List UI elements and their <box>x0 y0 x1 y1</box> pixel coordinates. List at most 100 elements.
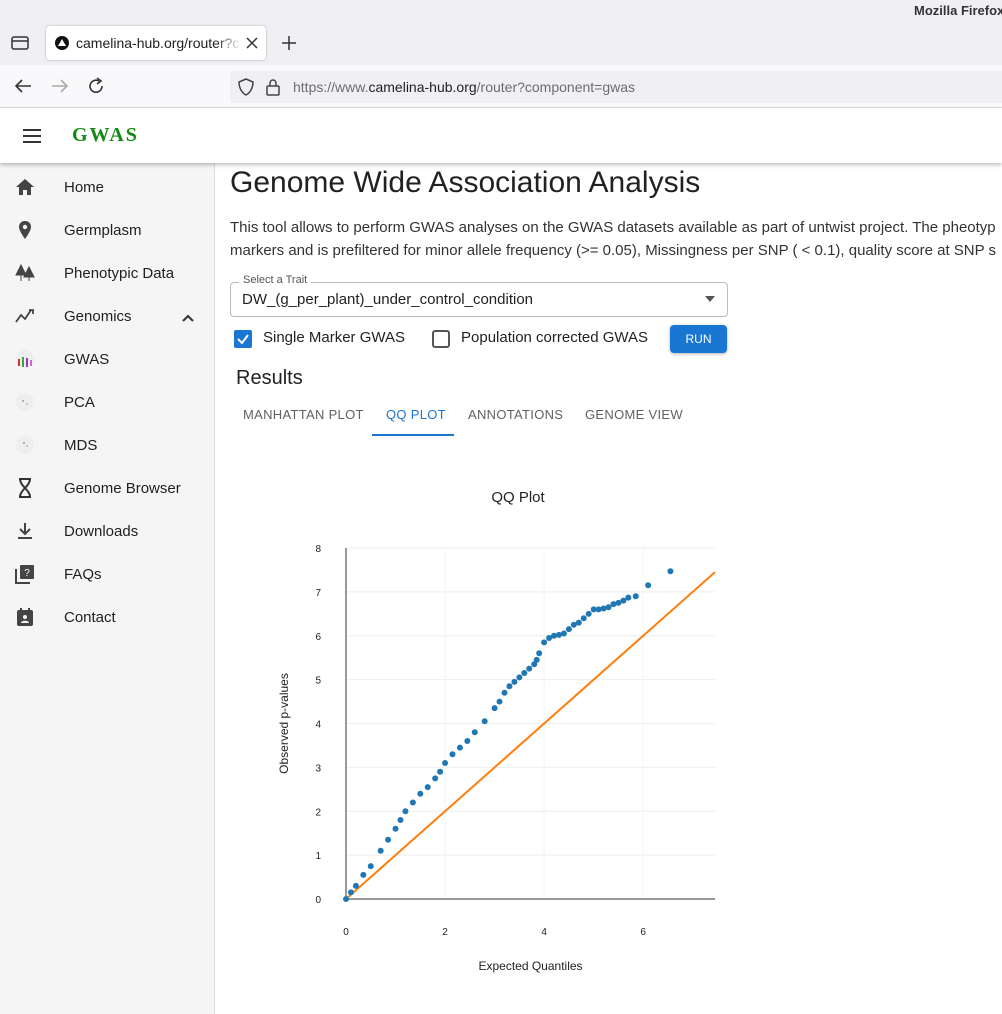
url-domain: camelina-hub.org <box>368 79 477 95</box>
data-point <box>551 632 558 639</box>
data-point <box>506 683 513 690</box>
reload-button[interactable] <box>87 77 105 95</box>
data-point <box>645 582 652 589</box>
forward-button[interactable] <box>51 78 69 94</box>
window-title: Mozilla Firefox <box>914 3 1002 18</box>
nav-icon <box>15 306 35 326</box>
tab-close[interactable] <box>246 37 258 49</box>
y-tick-label: 0 <box>315 895 321 906</box>
tab-list-icon[interactable] <box>11 35 29 51</box>
result-tab[interactable]: GENOME VIEW <box>585 407 683 422</box>
expand-icon[interactable] <box>181 310 195 322</box>
data-point <box>347 889 354 896</box>
data-point <box>590 606 597 613</box>
nav-item[interactable]: Phenotypic Data <box>64 265 175 282</box>
data-point <box>437 768 444 775</box>
data-point <box>496 698 503 705</box>
url-path: /router?component=gwas <box>476 79 636 95</box>
data-point <box>511 678 518 685</box>
description-line: This tool allows to perform GWAS analyse… <box>230 219 996 236</box>
y-tick-label: 8 <box>315 544 321 555</box>
nav-item[interactable]: Contact <box>64 609 116 626</box>
run-button[interactable]: RUN <box>670 325 727 353</box>
nav-icon <box>15 177 35 197</box>
data-point <box>541 639 548 646</box>
data-point <box>605 604 612 611</box>
results-heading: Results <box>236 367 303 389</box>
y-tick-label: 3 <box>315 763 321 774</box>
y-tick-label: 7 <box>315 588 321 599</box>
url-bar[interactable]: https://www.camelina-hub.org/router?comp… <box>230 71 1002 103</box>
qq-chart: QQ Plot 0 1 2 3 4 5 6 7 8 0 2 4 6 Expected Quantiles Ob… <box>277 489 716 973</box>
y-tick-label: 2 <box>315 807 321 818</box>
browser-tabbar: Mozilla Firefox camelina-hub.org/router?… <box>0 0 1002 65</box>
data-point <box>432 775 439 782</box>
checkbox[interactable] <box>234 330 252 348</box>
data-point <box>575 619 582 626</box>
url-text: https://www.camelina-hub.org/router?comp… <box>293 79 635 95</box>
data-point <box>491 705 498 712</box>
y-tick-label: 4 <box>315 720 321 731</box>
sidebar: Home Germplasm Phenotypic Data Genomics GWAS… <box>0 163 215 1014</box>
nav-icon <box>15 607 35 627</box>
y-tick-label: 6 <box>315 632 321 643</box>
nav-item[interactable]: Germplasm <box>64 222 142 239</box>
shield-icon <box>238 78 254 96</box>
nav-item[interactable]: FAQs <box>64 566 102 583</box>
svg-text:?: ? <box>24 568 30 579</box>
nav-item[interactable]: Genome Browser <box>64 480 181 497</box>
data-point <box>565 626 572 633</box>
trait-select[interactable]: Select a Trait DW_(g_per_plant)_under_co… <box>230 274 728 317</box>
data-point <box>501 689 508 696</box>
data-point <box>531 661 538 668</box>
checkbox-label: Population corrected GWAS <box>461 329 649 346</box>
page-heading: Genome Wide Association Analysis <box>230 166 701 199</box>
select-arrow <box>705 296 715 302</box>
back-button[interactable] <box>14 78 32 94</box>
nav-item[interactable]: GWAS <box>64 351 110 368</box>
data-point <box>526 665 533 672</box>
checkbox[interactable] <box>432 330 450 348</box>
data-point <box>632 593 639 600</box>
new-tab[interactable] <box>282 36 296 50</box>
data-point <box>546 634 553 641</box>
nav-item[interactable]: Genomics <box>64 308 132 325</box>
nav-item[interactable]: Downloads <box>64 523 139 540</box>
data-point <box>521 670 528 677</box>
nav-item[interactable]: Home <box>64 179 105 196</box>
data-point <box>343 896 349 902</box>
data-point <box>392 825 399 832</box>
data-point <box>620 597 627 604</box>
data-point <box>471 729 478 736</box>
app-title: GWAS <box>72 124 139 146</box>
data-point <box>536 650 543 657</box>
y-axis-label: Observed p-values <box>277 673 291 774</box>
menu-button[interactable] <box>23 129 41 143</box>
data-point <box>600 605 607 612</box>
nav-item[interactable]: MDS <box>64 437 98 454</box>
nav-icon <box>15 349 35 369</box>
data-point <box>585 610 592 617</box>
result-tab[interactable]: ANNOTATIONS <box>468 407 564 422</box>
data-point <box>580 615 587 622</box>
data-point <box>352 882 359 889</box>
tab-title: camelina-hub.org/router?co <box>76 35 241 51</box>
result-tab[interactable]: QQ PLOT <box>386 407 446 422</box>
data-point <box>377 847 384 854</box>
data-point <box>610 601 617 608</box>
y-tick-label: 1 <box>315 851 321 862</box>
nav-item[interactable]: PCA <box>64 394 95 411</box>
data-point <box>402 808 409 815</box>
checkbox-label: Single Marker GWAS <box>263 329 405 346</box>
data-point <box>667 568 674 575</box>
select-label: Select a Trait <box>239 274 312 286</box>
nav-icon: ? <box>15 564 35 584</box>
result-tab[interactable]: MANHATTAN PLOT <box>243 407 364 422</box>
nav-icon <box>15 478 35 498</box>
nav-icon <box>15 435 35 455</box>
data-point <box>456 744 463 751</box>
data-point <box>417 790 424 797</box>
browser-tab[interactable]: camelina-hub.org/router?co <box>46 26 266 60</box>
app-bar: GWAS <box>0 108 1002 163</box>
